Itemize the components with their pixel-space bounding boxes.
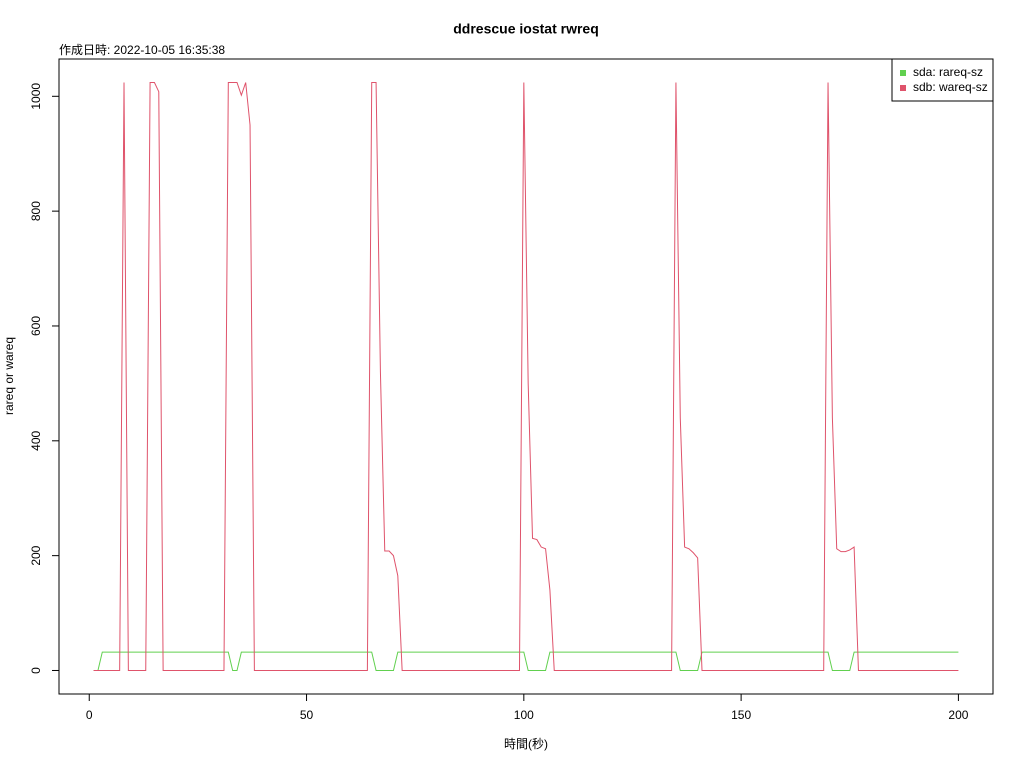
legend-label: sdb: wareq-sz	[913, 80, 988, 94]
x-tick-label: 100	[514, 708, 534, 722]
x-axis-label: 時間(秒)	[504, 737, 548, 751]
legend-swatch	[900, 85, 906, 91]
y-axis-label: rareq or wareq	[2, 337, 16, 415]
x-tick-label: 50	[300, 708, 314, 722]
y-tick-label: 0	[29, 667, 43, 674]
legend-swatch	[900, 70, 906, 76]
x-tick-label: 200	[948, 708, 968, 722]
legend-box	[891, 58, 994, 102]
y-tick-label: 600	[29, 316, 43, 336]
y-tick-label: 800	[29, 201, 43, 221]
chart-subtitle: 作成日時: 2022-10-05 16:35:38	[59, 43, 225, 57]
y-tick-label: 1000	[29, 83, 43, 110]
y-tick-label: 200	[29, 545, 43, 565]
series-line	[93, 82, 959, 671]
chart-title: ddrescue iostat rwreq	[453, 21, 599, 37]
x-tick-label: 0	[86, 708, 93, 722]
series-line	[93, 651, 959, 671]
plot-frame	[58, 58, 994, 695]
y-tick-label: 400	[29, 430, 43, 450]
x-tick-label: 150	[731, 708, 751, 722]
legend-label: sda: rareq-sz	[913, 65, 983, 79]
